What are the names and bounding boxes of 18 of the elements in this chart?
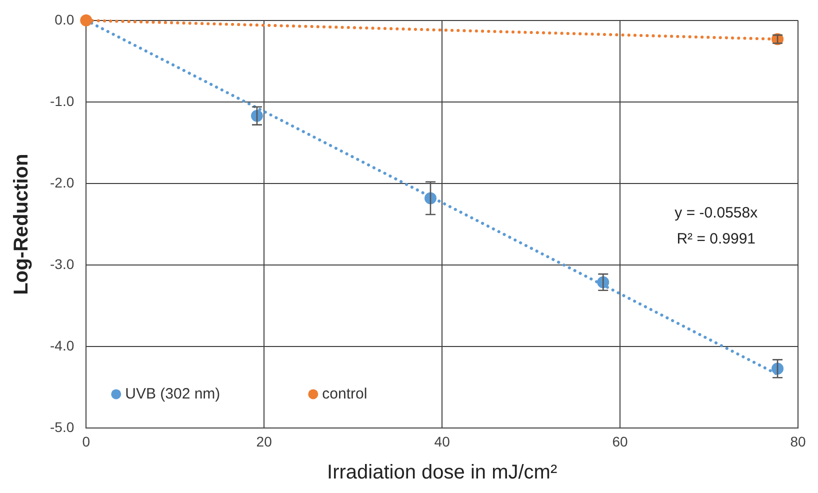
y-tick-label: -2.0 — [50, 174, 74, 190]
y-axis-title: Log-Reduction — [10, 154, 33, 295]
x-tick-label: 60 — [612, 433, 628, 450]
legend-label: UVB (302 nm) — [125, 385, 220, 402]
legend-label: control — [322, 385, 368, 402]
x-tick-label: 80 — [790, 433, 806, 450]
annotation: R² = 0.9991 — [676, 230, 756, 248]
y-tick-label: -3.0 — [50, 256, 74, 272]
x-tick-label: 20 — [256, 433, 272, 450]
y-tick-label: -4.0 — [50, 338, 74, 354]
x-tick-label: 0 — [82, 433, 90, 450]
y-tick-label: -5.0 — [50, 419, 74, 436]
point — [80, 14, 92, 26]
y-tick-label: 0.0 — [54, 11, 74, 28]
x-axis-title: Irradiation dose in mJ/cm² — [327, 462, 558, 484]
x-tick-label: 40 — [434, 433, 450, 450]
annotation: y = -0.0558x — [674, 204, 758, 222]
y-tick-label: -1.0 — [50, 92, 74, 109]
